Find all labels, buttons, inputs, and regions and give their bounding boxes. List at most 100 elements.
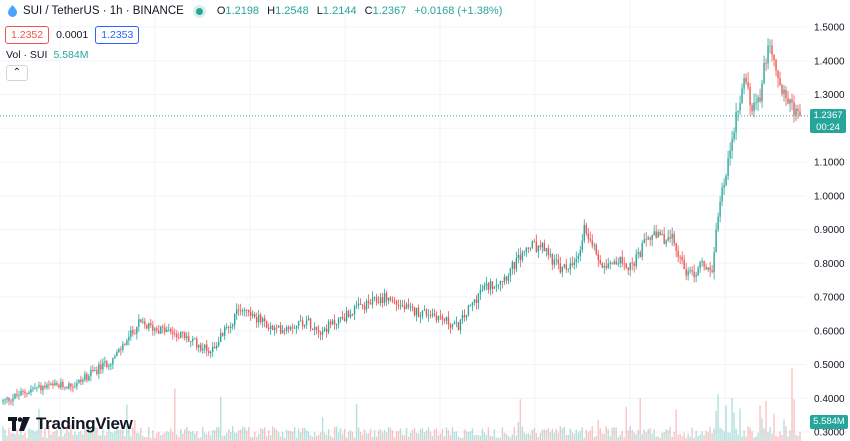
candle-body bbox=[739, 102, 741, 111]
candle-body bbox=[631, 262, 633, 264]
volume-bar bbox=[695, 430, 697, 441]
volume-bar bbox=[265, 436, 268, 441]
candle-body bbox=[513, 262, 516, 270]
volume-bar bbox=[323, 432, 326, 441]
volume-bar bbox=[210, 435, 212, 441]
candle-body bbox=[315, 326, 318, 330]
trade-panel: 1.2352 0.0001 1.2353 bbox=[5, 26, 140, 44]
volume-bar bbox=[56, 429, 58, 441]
candle-body bbox=[511, 262, 514, 269]
volume-bar bbox=[689, 436, 691, 441]
candle-body bbox=[643, 239, 645, 243]
candle-body bbox=[661, 234, 663, 236]
volume-bar bbox=[379, 429, 382, 441]
volume-bar bbox=[124, 436, 126, 441]
candle-body bbox=[499, 281, 502, 285]
candle-body bbox=[186, 336, 188, 339]
candle-body bbox=[174, 333, 176, 335]
candle-body bbox=[527, 247, 530, 249]
candle-body bbox=[283, 330, 286, 332]
candle-body bbox=[795, 108, 797, 116]
candle-body bbox=[194, 338, 196, 340]
volume-legend: Vol · SUI 5.584M bbox=[6, 49, 88, 61]
candle-body bbox=[627, 268, 629, 271]
candle-body bbox=[455, 322, 458, 324]
volume-bar bbox=[22, 434, 24, 441]
candle-body bbox=[649, 237, 651, 240]
volume-bar bbox=[613, 427, 615, 441]
volume-bar bbox=[699, 434, 701, 441]
candle-body bbox=[228, 327, 230, 328]
candle-body bbox=[347, 310, 350, 318]
volume-bar bbox=[341, 434, 344, 441]
volume-bar bbox=[132, 427, 134, 441]
volume-bar bbox=[557, 432, 560, 441]
volume-bar bbox=[533, 427, 536, 441]
candle-body bbox=[102, 362, 104, 370]
candle-body bbox=[537, 245, 540, 252]
candle-body bbox=[8, 398, 10, 402]
volume-bar bbox=[409, 433, 412, 441]
volume-bar bbox=[6, 435, 8, 441]
volume-bar bbox=[691, 427, 693, 441]
spread-value: 0.0001 bbox=[56, 29, 89, 41]
volume-bar bbox=[76, 434, 78, 441]
chevron-up-icon[interactable]: ⌃ bbox=[6, 65, 28, 81]
volume-bar bbox=[162, 434, 164, 441]
volume-bar bbox=[194, 433, 196, 441]
candle-body bbox=[385, 293, 388, 301]
volume-bar bbox=[507, 435, 510, 441]
candle-body bbox=[403, 305, 406, 310]
volume-bar bbox=[243, 427, 246, 441]
volume-bar bbox=[405, 427, 408, 441]
price-tick-label: 0.8000 bbox=[814, 259, 845, 270]
sell-price-button[interactable]: 1.2352 bbox=[5, 26, 50, 44]
volume-bar bbox=[279, 436, 282, 441]
candle-body bbox=[353, 306, 356, 315]
volume-bar bbox=[164, 432, 166, 441]
low-value: 1.2144 bbox=[322, 5, 357, 17]
volume-bar bbox=[709, 426, 711, 441]
candle-body bbox=[755, 102, 757, 103]
volume-bar bbox=[445, 427, 448, 441]
candle-body bbox=[355, 305, 358, 307]
volume-bar bbox=[687, 433, 689, 441]
candle-body bbox=[190, 341, 192, 343]
volume-bar bbox=[535, 433, 538, 441]
volume-bar bbox=[357, 427, 360, 441]
volume-bar bbox=[683, 432, 685, 441]
tradingview-logo[interactable]: TradingView bbox=[8, 414, 133, 434]
candle-body bbox=[327, 321, 330, 333]
volume-bar bbox=[661, 432, 663, 441]
price-tick-label: 1.1000 bbox=[814, 158, 845, 169]
volume-bar bbox=[317, 434, 320, 441]
volume-bar bbox=[106, 432, 108, 441]
price-tick-label: 1.5000 bbox=[814, 23, 845, 34]
volume-bar bbox=[238, 430, 240, 441]
volume-bar bbox=[98, 435, 100, 441]
candle-body bbox=[713, 252, 715, 273]
candle-body bbox=[733, 132, 735, 140]
candle-body bbox=[345, 310, 348, 321]
volume-bar bbox=[743, 430, 745, 441]
candle-body bbox=[76, 383, 78, 387]
candle-body bbox=[80, 379, 82, 382]
volume-bar bbox=[355, 403, 358, 441]
volume-bar bbox=[415, 432, 418, 441]
candle-body bbox=[673, 233, 675, 244]
volume-bar bbox=[723, 431, 725, 441]
volume-bar bbox=[449, 435, 452, 441]
symbol-title[interactable]: SUI / TetherUS · 1h · BINANCE bbox=[23, 5, 184, 17]
volume-bar bbox=[331, 437, 334, 441]
volume-bar bbox=[399, 428, 402, 441]
candle-body bbox=[725, 175, 727, 185]
volume-bar bbox=[457, 436, 460, 441]
volume-bar bbox=[463, 428, 466, 441]
candle-body bbox=[409, 306, 412, 308]
candle-body bbox=[551, 254, 554, 265]
buy-price-button[interactable]: 1.2353 bbox=[95, 26, 140, 44]
candle-body bbox=[691, 270, 693, 272]
volume-bar bbox=[755, 436, 757, 441]
volume-bar bbox=[130, 436, 132, 441]
